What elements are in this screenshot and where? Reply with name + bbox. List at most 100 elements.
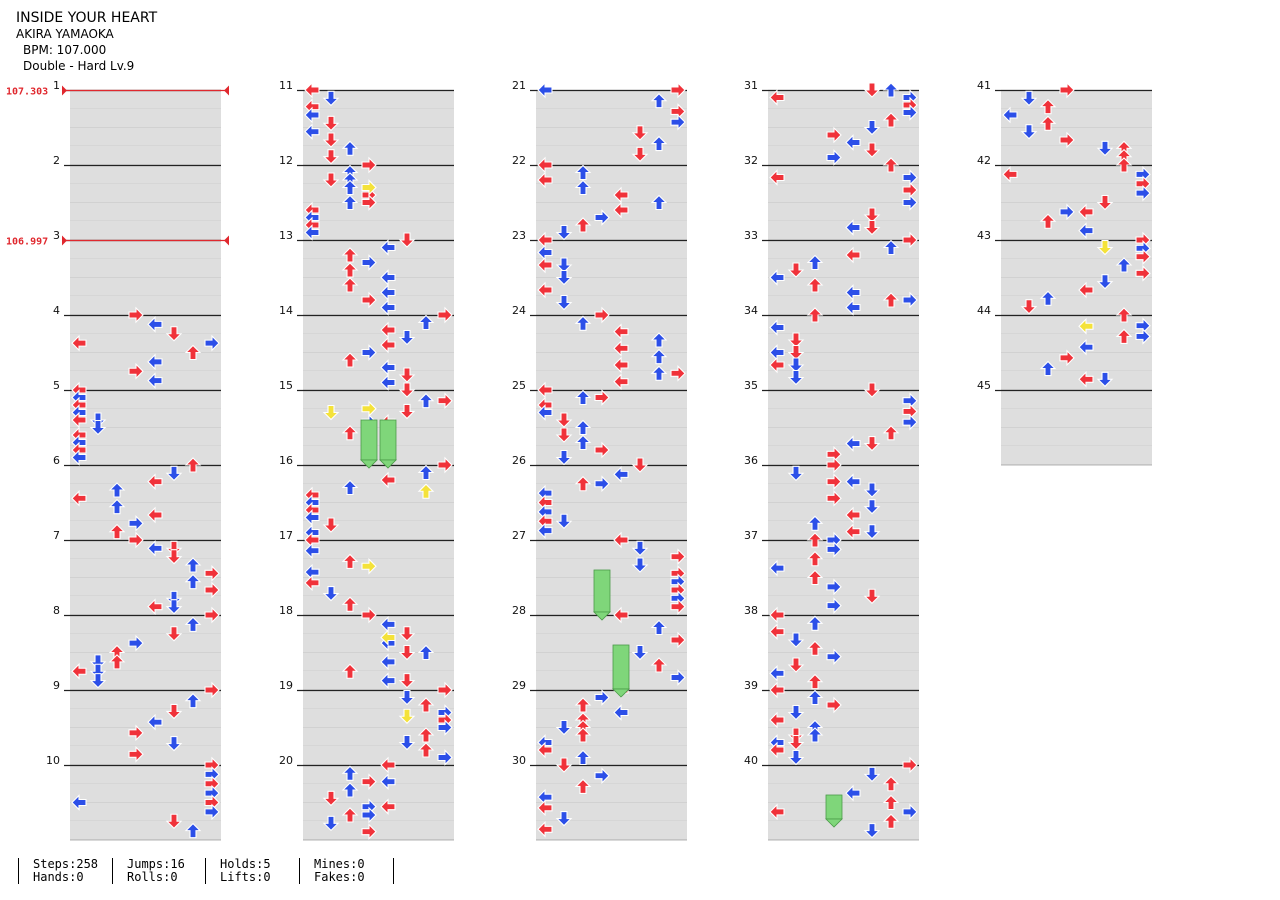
lane-band (536, 577, 687, 597)
step-note (128, 515, 144, 532)
step-note (398, 673, 416, 689)
step-note (574, 475, 592, 492)
lane-band (70, 727, 221, 747)
step-note (417, 392, 435, 409)
measure-number: 3 (53, 229, 60, 242)
step-note (537, 281, 553, 299)
step-note (341, 277, 359, 293)
measure-number: 15 (279, 379, 293, 392)
measure-number: 25 (512, 379, 526, 392)
step-note (1078, 281, 1094, 299)
step-note (417, 483, 435, 499)
song-title: INSIDE YOUR HEART (16, 10, 158, 26)
measure-number: 39 (744, 679, 758, 692)
step-note (341, 807, 359, 823)
step-note (613, 323, 629, 340)
lane-band (70, 108, 221, 128)
step-note (594, 389, 610, 406)
step-note (650, 619, 668, 636)
step-note (882, 112, 900, 128)
step-note (204, 581, 220, 599)
step-note (806, 254, 824, 271)
lane-band (536, 708, 687, 728)
step-note (361, 254, 377, 271)
measure-number: 23 (512, 229, 526, 242)
step-note (417, 697, 435, 713)
step-note (845, 284, 861, 301)
lane-band (768, 183, 919, 203)
step-note (787, 749, 805, 766)
step-note (380, 284, 396, 301)
stat-group: Steps:258 Hands:0 (18, 858, 98, 884)
lane-band (70, 164, 221, 184)
step-note (670, 365, 686, 382)
lane-band (70, 764, 221, 784)
step-note (670, 598, 686, 615)
measure-number: 9 (53, 679, 60, 692)
lane-band (303, 221, 454, 240)
step-note (670, 669, 686, 686)
step-note (650, 332, 668, 348)
song-bpm: BPM: 107.000 (23, 43, 107, 57)
step-note (537, 522, 553, 539)
lane-band (70, 446, 221, 465)
step-note (361, 344, 377, 361)
step-note (398, 403, 416, 420)
step-note (574, 164, 592, 181)
step-note (398, 367, 416, 383)
step-note (826, 578, 842, 596)
step-note (398, 708, 416, 725)
step-note (650, 92, 668, 109)
lane-band (303, 333, 454, 353)
measure-number: 37 (744, 529, 758, 542)
lane-band (303, 483, 454, 503)
step-note (787, 344, 805, 361)
step-note (165, 703, 183, 720)
step-note (863, 588, 881, 605)
lane-band (536, 671, 687, 690)
lane-band (70, 746, 221, 765)
step-note (863, 142, 881, 158)
measure-number: 31 (744, 79, 758, 92)
step-note (806, 640, 824, 656)
lane-band (768, 596, 919, 615)
step-note (863, 766, 881, 783)
step-note (147, 713, 163, 731)
step-note (1135, 184, 1151, 202)
step-note (670, 113, 686, 131)
lane-band (70, 802, 221, 822)
step-note (341, 140, 359, 156)
lane-band (303, 427, 454, 447)
step-note (1135, 265, 1151, 282)
stat-value: Lifts:0 (220, 870, 271, 884)
lane-band (536, 314, 687, 334)
step-note (1078, 317, 1094, 335)
step-note (863, 499, 881, 515)
lane-band (303, 802, 454, 822)
step-note (826, 473, 842, 490)
step-note (555, 257, 573, 273)
step-note (594, 441, 610, 459)
lane-band (303, 202, 454, 222)
lane-band (303, 783, 454, 803)
lane-band (70, 521, 221, 540)
step-note (184, 557, 202, 573)
lane-band (768, 427, 919, 447)
step-note (787, 262, 805, 278)
measure-number: 35 (744, 379, 758, 392)
step-note (165, 599, 183, 615)
lane-band (70, 127, 221, 147)
step-note (165, 465, 183, 482)
step-note (613, 373, 629, 390)
step-note (341, 262, 359, 278)
lane-band (303, 539, 454, 559)
step-note (398, 734, 416, 751)
step-note (1059, 203, 1075, 221)
lane-band (536, 652, 687, 672)
lane-band (303, 633, 454, 653)
step-note (882, 425, 900, 441)
measure-number: 20 (279, 754, 293, 767)
step-note (380, 239, 396, 256)
step-note (537, 381, 553, 399)
stat-value: Jumps:16 (127, 857, 185, 871)
